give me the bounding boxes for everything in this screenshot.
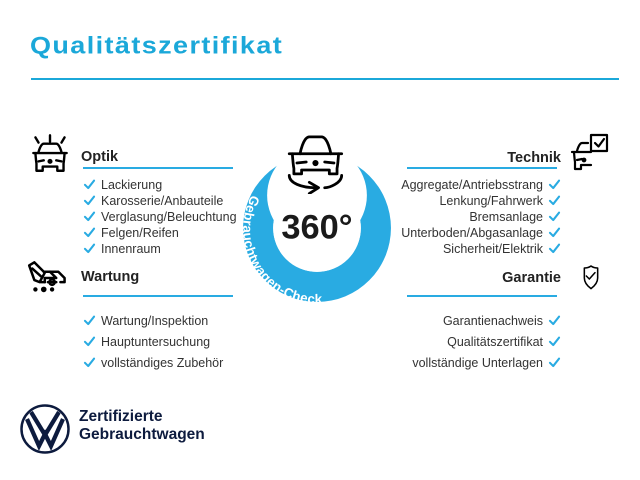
svg-text:360°: 360°	[281, 208, 352, 246]
